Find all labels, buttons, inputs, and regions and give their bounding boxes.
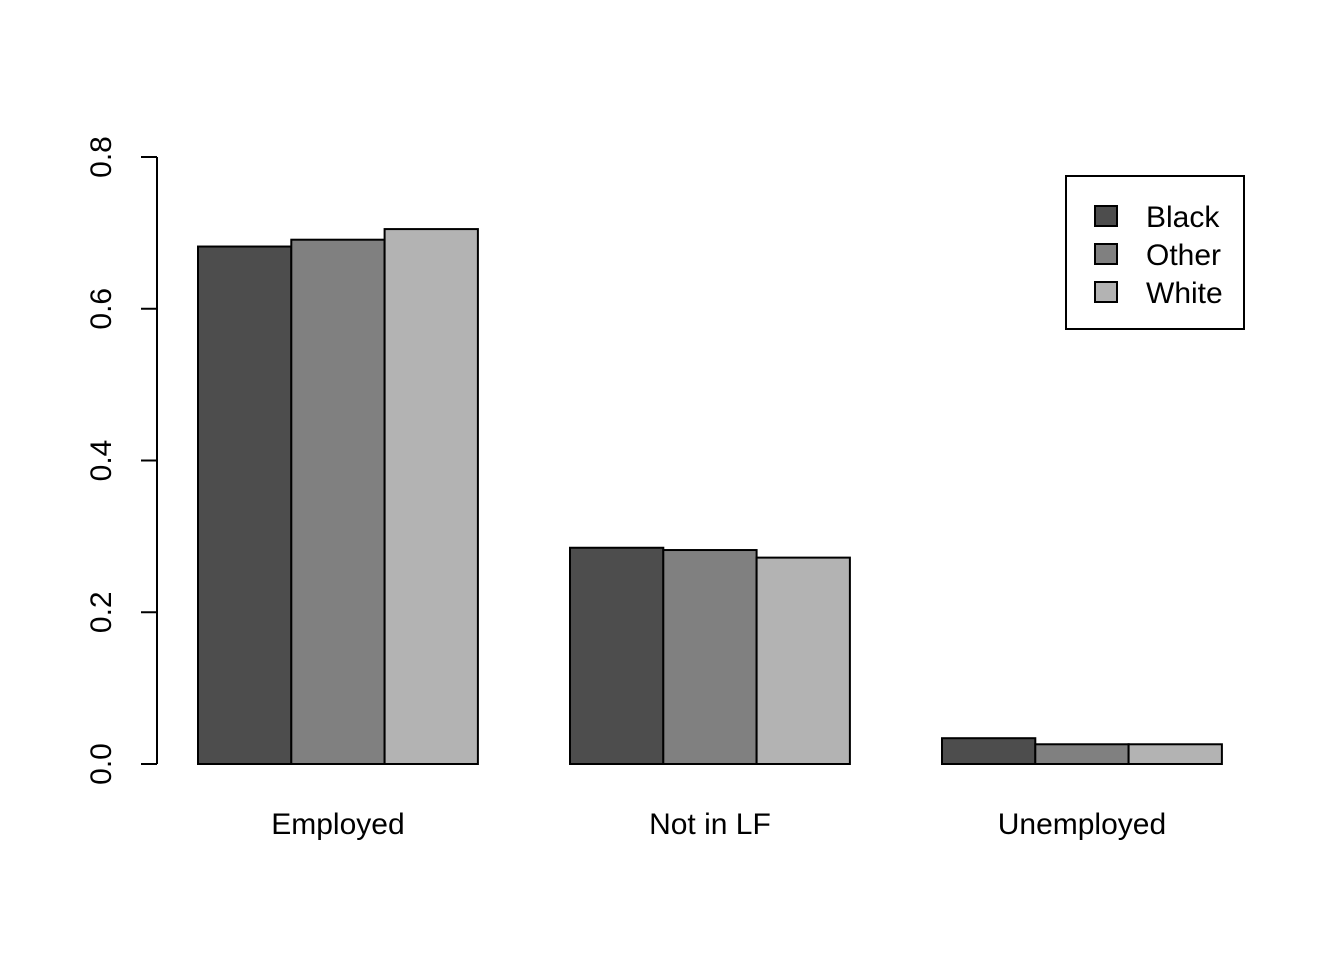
legend: Black Other White	[1065, 175, 1245, 330]
bar-unemployed-black	[941, 737, 1037, 766]
bar-employed-other	[290, 238, 386, 766]
y-tick-label: 0.0	[85, 743, 118, 785]
legend-label-white: White	[1146, 277, 1223, 310]
x-axis-labels: Employed Not in LF Unemployed	[271, 808, 1166, 841]
y-tick-label: 0.2	[85, 591, 118, 633]
legend-swatch-black	[1094, 205, 1118, 227]
bars-group	[197, 228, 1223, 766]
x-category-label: Not in LF	[649, 808, 771, 841]
x-category-label: Employed	[271, 808, 404, 841]
bar-employed-black	[197, 245, 293, 766]
bar-not-in-lf-black	[569, 546, 665, 765]
bar-not-in-lf-other	[662, 549, 758, 765]
y-axis: 0.0 0.2 0.4 0.6 0.8	[85, 136, 158, 785]
legend-label-black: Black	[1146, 201, 1220, 234]
bar-unemployed-white	[1127, 743, 1223, 766]
legend-label-other: Other	[1146, 239, 1221, 272]
bar-not-in-lf-white	[755, 556, 851, 765]
x-category-label: Unemployed	[998, 808, 1166, 841]
y-tick-label: 0.4	[85, 440, 118, 482]
legend-swatch-white	[1094, 281, 1118, 303]
legend-swatch-other	[1094, 243, 1118, 265]
y-tick-label: 0.8	[85, 136, 118, 178]
bar-employed-white	[383, 228, 479, 766]
bar-unemployed-other	[1034, 743, 1130, 766]
y-tick-label: 0.6	[85, 288, 118, 330]
